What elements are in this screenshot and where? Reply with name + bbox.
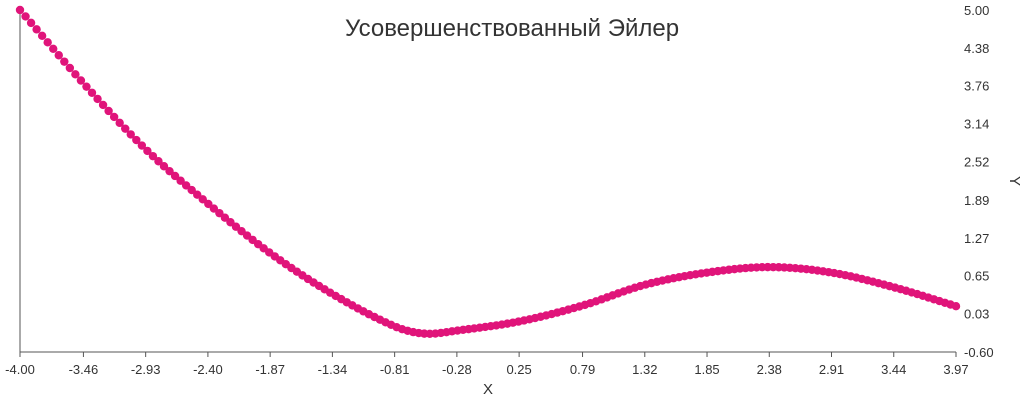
y-tick-label: 0.03 <box>964 307 989 322</box>
y-tick-label: 2.52 <box>964 154 989 169</box>
data-point <box>215 208 224 218</box>
data-point <box>148 151 158 161</box>
data-point <box>132 135 141 145</box>
x-tick-label: -0.81 <box>380 362 410 377</box>
data-point <box>204 199 213 209</box>
x-tick-label: 0.25 <box>506 362 531 377</box>
data-point <box>187 185 196 195</box>
data-point <box>115 118 124 128</box>
data-point <box>87 88 97 97</box>
data-point <box>951 302 961 311</box>
x-tick-label: 1.85 <box>694 362 719 377</box>
data-point <box>32 25 41 34</box>
data-point <box>137 141 147 150</box>
axes: -4.00 -3.46 -2.93 -2.40 -1.87 -1.34 -0.81 -0.28… <box>5 3 993 377</box>
data-point <box>154 157 163 166</box>
data-point <box>121 124 130 133</box>
x-tick-label: -1.87 <box>255 362 285 377</box>
data-point <box>181 181 191 190</box>
x-tick-label: 0.79 <box>570 362 595 377</box>
y-tick-label: 4.38 <box>964 41 989 56</box>
data-point <box>21 12 30 21</box>
data-point <box>71 70 80 79</box>
data-point <box>143 146 152 156</box>
x-tick-label: 3.44 <box>881 362 906 377</box>
data-point <box>82 82 91 91</box>
data-point <box>176 176 185 185</box>
x-axis-label: X <box>483 381 493 398</box>
data-point <box>49 44 58 53</box>
data-point <box>170 171 180 181</box>
y-tick-label: -0.60 <box>964 345 994 360</box>
x-tick-label: -2.40 <box>193 362 223 377</box>
y-tick-label: 5.00 <box>964 3 989 18</box>
x-tick-label: 1.32 <box>632 362 657 377</box>
data-point <box>37 31 47 41</box>
x-tick-label: -0.28 <box>442 362 472 377</box>
data-point <box>109 112 119 122</box>
y-tick-label: 3.76 <box>964 79 989 94</box>
x-tick-label: -2.93 <box>131 362 161 377</box>
data-point <box>65 63 75 73</box>
data-point <box>104 106 113 116</box>
data-point <box>98 100 108 110</box>
data-point <box>159 162 169 171</box>
data-point <box>54 51 63 60</box>
y-tick-label: 1.27 <box>964 231 989 246</box>
x-tick-label: 2.91 <box>819 362 844 377</box>
data-points <box>15 5 961 339</box>
data-point <box>26 18 36 28</box>
x-tick-label: -1.34 <box>318 362 348 377</box>
chart-title: Усовершенствованный Эйлер <box>345 15 679 42</box>
data-point <box>220 213 230 222</box>
data-point <box>209 204 219 213</box>
data-point <box>165 166 174 176</box>
x-tick-label: 3.97 <box>943 362 968 377</box>
data-point <box>193 190 202 199</box>
data-point <box>76 76 86 85</box>
data-point <box>60 57 69 66</box>
data-point <box>43 38 52 47</box>
x-tick-label: -3.46 <box>69 362 99 377</box>
y-tick-label: 0.65 <box>964 269 989 284</box>
data-point <box>93 94 102 104</box>
y-axis-label: Y <box>1006 176 1023 186</box>
data-point <box>126 130 135 139</box>
data-point <box>15 5 25 15</box>
y-tick-label: 3.14 <box>964 117 989 132</box>
x-tick-label: 2.38 <box>757 362 782 377</box>
data-point <box>198 195 207 204</box>
y-tick-label: 1.89 <box>964 193 989 208</box>
x-tick-label: -4.00 <box>5 362 35 377</box>
